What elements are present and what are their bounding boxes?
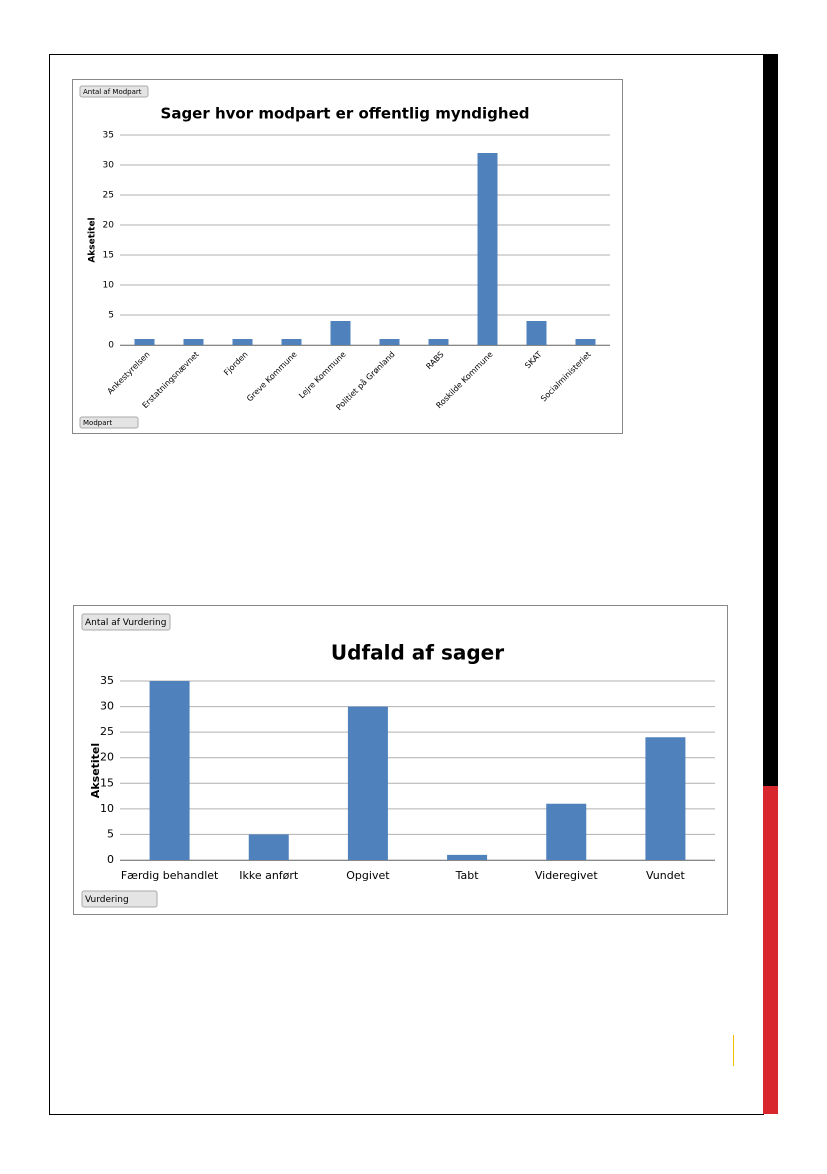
bar bbox=[330, 321, 351, 345]
bar bbox=[134, 339, 155, 345]
chart-frame bbox=[72, 79, 623, 434]
y-tick-label: 20 bbox=[100, 751, 114, 764]
y-tick-label: 5 bbox=[107, 827, 114, 840]
y-tick-label: 15 bbox=[100, 776, 114, 789]
bar bbox=[149, 681, 190, 860]
bar bbox=[347, 706, 388, 860]
side-bar-red bbox=[763, 786, 778, 1114]
axis-field-button[interactable] bbox=[79, 416, 139, 429]
y-tick-label: 0 bbox=[107, 853, 114, 866]
bar bbox=[477, 153, 498, 345]
bar bbox=[428, 339, 449, 345]
y-tick-label: 30 bbox=[103, 161, 115, 171]
bar bbox=[546, 803, 587, 860]
axis-field-button-label: Modpart bbox=[83, 419, 112, 427]
x-tick-label: Videregivet bbox=[535, 869, 598, 882]
bar bbox=[232, 339, 253, 345]
y-tick-label: 25 bbox=[103, 191, 114, 201]
x-tick-label: Færdig behandlet bbox=[121, 869, 219, 882]
bar bbox=[248, 834, 289, 860]
x-tick-label: Vundet bbox=[646, 869, 685, 882]
y-tick-label: 10 bbox=[103, 281, 115, 291]
y-tick-label: 20 bbox=[103, 221, 115, 231]
side-bar-black bbox=[763, 54, 778, 786]
bar bbox=[447, 854, 488, 860]
y-tick-label: 5 bbox=[108, 311, 114, 321]
y-tick-label: 0 bbox=[108, 341, 114, 351]
value-field-button-label: Antal af Vurdering bbox=[85, 618, 166, 628]
value-field-button[interactable] bbox=[79, 85, 149, 98]
y-tick-label: 35 bbox=[100, 674, 114, 687]
chart-title: Sager hvor modpart er offentlig myndighe… bbox=[161, 105, 530, 123]
chart-title: Udfald af sager bbox=[331, 641, 504, 665]
x-tick-label: Ikke anført bbox=[239, 869, 299, 882]
y-tick-label: 10 bbox=[100, 802, 114, 815]
axis-field-button-label: Vurdering bbox=[85, 895, 129, 905]
y-axis-label: Aksetitel bbox=[89, 743, 102, 798]
bar bbox=[281, 339, 302, 345]
bar bbox=[183, 339, 204, 345]
y-tick-label: 35 bbox=[103, 131, 114, 141]
bar bbox=[645, 737, 686, 860]
value-field-button[interactable] bbox=[81, 613, 171, 631]
bar bbox=[526, 321, 547, 345]
y-axis-label: Aksetitel bbox=[88, 217, 98, 262]
x-tick-label: Tabt bbox=[455, 869, 480, 882]
value-field-button-label: Antal af Modpart bbox=[83, 88, 142, 96]
bar bbox=[379, 339, 400, 345]
y-tick-label: 15 bbox=[103, 251, 114, 261]
bar bbox=[575, 339, 596, 345]
y-tick-label: 25 bbox=[100, 725, 114, 738]
x-tick-label: Opgivet bbox=[346, 869, 390, 882]
y-tick-label: 30 bbox=[100, 700, 114, 713]
axis-field-button[interactable] bbox=[81, 890, 158, 908]
